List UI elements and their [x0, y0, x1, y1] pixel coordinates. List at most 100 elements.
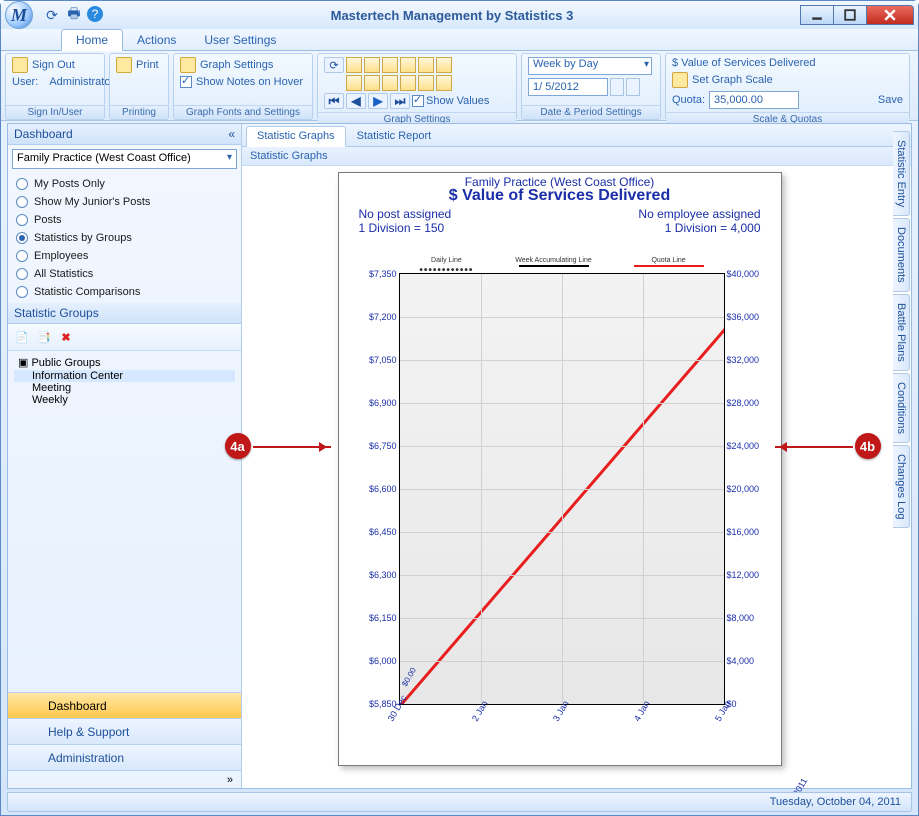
status-date: Tuesday, October 04, 2011	[770, 796, 901, 808]
sign-out-button[interactable]: Sign Out	[12, 57, 98, 73]
nav-overflow[interactable]: »	[8, 770, 241, 788]
tree-item-weekly[interactable]: Weekly	[14, 394, 235, 406]
date-range-combo[interactable]: Week by Day	[528, 57, 652, 75]
chart-meta-left-1: No post assigned	[359, 207, 452, 221]
app-icon: M	[5, 1, 33, 29]
maximize-button[interactable]	[833, 5, 867, 25]
scale-title: $ Value of Services Delivered	[672, 57, 903, 69]
layout-icon-4[interactable]	[400, 57, 416, 73]
y-left-label: $6,150	[369, 613, 400, 623]
chart-title: $ Value of Services Delivered	[339, 187, 781, 205]
right-tab[interactable]: Changes Log	[893, 445, 910, 528]
layout-icon-6[interactable]	[436, 57, 452, 73]
nav-last-icon[interactable]: ⏭	[390, 93, 410, 109]
statistic-groups-header: Statistic Groups	[8, 303, 241, 324]
layout-icon-5[interactable]	[418, 57, 434, 73]
group-date: Date & Period Settings	[522, 105, 660, 119]
layout-icon-10[interactable]	[400, 75, 416, 91]
right-tab[interactable]: Battle Plans	[893, 294, 910, 371]
scope-combo[interactable]: Family Practice (West Coast Office)	[12, 149, 237, 169]
filter-radio[interactable]: Statistic Comparisons	[16, 283, 233, 301]
layout-icon-9[interactable]	[382, 75, 398, 91]
filter-radio[interactable]: My Posts Only	[16, 175, 233, 193]
tree-item-info[interactable]: Information Center	[14, 370, 235, 382]
y-right-label: $32,000	[724, 355, 760, 365]
tree-root[interactable]: ▣ Public Groups	[14, 355, 235, 370]
radio-icon	[16, 214, 28, 226]
right-tab[interactable]: Statistic Entry	[893, 131, 910, 216]
nav-prev-icon[interactable]: ◀	[346, 93, 366, 109]
quota-input[interactable]: 35,000.00	[709, 91, 799, 109]
radio-icon	[16, 268, 28, 280]
plot-area: $0.00 $5,850$0$6,000$4,000$6,150$8,000$6…	[399, 273, 725, 705]
y-left-label: $6,900	[369, 398, 400, 408]
right-tab[interactable]: Conditions	[893, 373, 910, 443]
show-notes-checkbox[interactable]: Show Notes on Hover	[180, 76, 306, 88]
tree-item-meeting[interactable]: Meeting	[14, 382, 235, 394]
print-icon[interactable]: 🖶	[65, 6, 83, 24]
right-tab[interactable]: Documents	[893, 218, 910, 292]
layout-icon-2[interactable]	[364, 57, 380, 73]
clone-icon[interactable]: 📄	[12, 327, 32, 347]
nav-first-icon[interactable]: ⏮	[324, 93, 344, 109]
nav-help[interactable]: Help & Support	[8, 718, 241, 744]
graph-settings-button[interactable]: Graph Settings	[180, 57, 306, 73]
dashboard-header: Dashboard«	[8, 124, 241, 145]
ribbon: Sign Out User: Administrator Sign In/Use…	[1, 51, 918, 121]
group-fonts: Graph Fonts and Settings	[174, 105, 312, 119]
layout-icon-7[interactable]	[346, 75, 362, 91]
group-printing: Printing	[110, 105, 168, 119]
save-button[interactable]: Save	[878, 94, 903, 106]
collapse-icon[interactable]: «	[228, 127, 235, 141]
y-left-label: $6,450	[369, 527, 400, 537]
layout-icon-11[interactable]	[418, 75, 434, 91]
y-right-label: $12,000	[724, 570, 760, 580]
quota-label: Quota:	[672, 94, 705, 106]
subheader: Statistic Graphs	[242, 147, 911, 166]
refresh-icon[interactable]: ⟳	[43, 6, 61, 24]
set-graph-scale-button[interactable]: Set Graph Scale	[672, 72, 903, 88]
filter-radio[interactable]: Show My Junior's Posts	[16, 193, 233, 211]
delete-icon[interactable]: ✖	[56, 327, 76, 347]
radio-icon	[16, 178, 28, 190]
tab-statistic-report[interactable]: Statistic Report	[346, 126, 443, 146]
nav-next-icon[interactable]: ▶	[368, 93, 388, 109]
printer-icon	[116, 57, 132, 73]
tab-actions[interactable]: Actions	[123, 30, 190, 50]
filter-radio[interactable]: All Statistics	[16, 265, 233, 283]
filter-radio[interactable]: Posts	[16, 211, 233, 229]
layout-icon-3[interactable]	[382, 57, 398, 73]
y-right-label: $20,000	[724, 484, 760, 494]
sidebar: Dashboard« Family Practice (West Coast O…	[8, 124, 242, 788]
filter-radio[interactable]: Statistics by Groups	[16, 229, 233, 247]
copy-icon[interactable]: 📑	[34, 327, 54, 347]
tab-home[interactable]: Home	[61, 29, 123, 51]
status-bar: Tuesday, October 04, 2011	[7, 792, 912, 812]
tab-statistic-graphs[interactable]: Statistic Graphs	[246, 126, 346, 147]
help-icon[interactable]: ?	[87, 6, 103, 22]
layout-icon-12[interactable]	[436, 75, 452, 91]
filter-radio[interactable]: Employees	[16, 247, 233, 265]
refresh-graph-icon[interactable]: ⟳	[324, 57, 344, 73]
layout-icon-1[interactable]	[346, 57, 362, 73]
nav-admin[interactable]: Administration	[8, 744, 241, 770]
checkbox-icon	[180, 76, 192, 88]
date-input[interactable]: 1/ 5/2012	[528, 78, 608, 96]
titlebar: M ⟳ 🖶 ? Mastertech Management by Statist…	[1, 1, 918, 29]
nav-dashboard[interactable]: Dashboard	[8, 692, 241, 718]
right-tabs: Statistic Entry Documents Battle Plans Cond…	[893, 131, 910, 528]
y-left-label: $6,600	[369, 484, 400, 494]
print-button[interactable]: Print	[116, 57, 162, 73]
date-calendar-icon[interactable]	[626, 78, 640, 96]
layout-icon-8[interactable]	[364, 75, 380, 91]
callout-4b: 4b	[855, 433, 881, 459]
y-right-label: $16,000	[724, 527, 760, 537]
close-button[interactable]	[866, 5, 914, 25]
minimize-button[interactable]	[800, 5, 834, 25]
callout-4a-arrow	[253, 446, 331, 448]
user-label: User: Administrator	[12, 76, 98, 88]
date-spin-up[interactable]	[610, 78, 624, 96]
tab-user-settings[interactable]: User Settings	[190, 30, 290, 50]
show-values-checkbox[interactable]	[412, 95, 424, 107]
content-area: Statistic Graphs Statistic Report Statis…	[242, 124, 911, 788]
